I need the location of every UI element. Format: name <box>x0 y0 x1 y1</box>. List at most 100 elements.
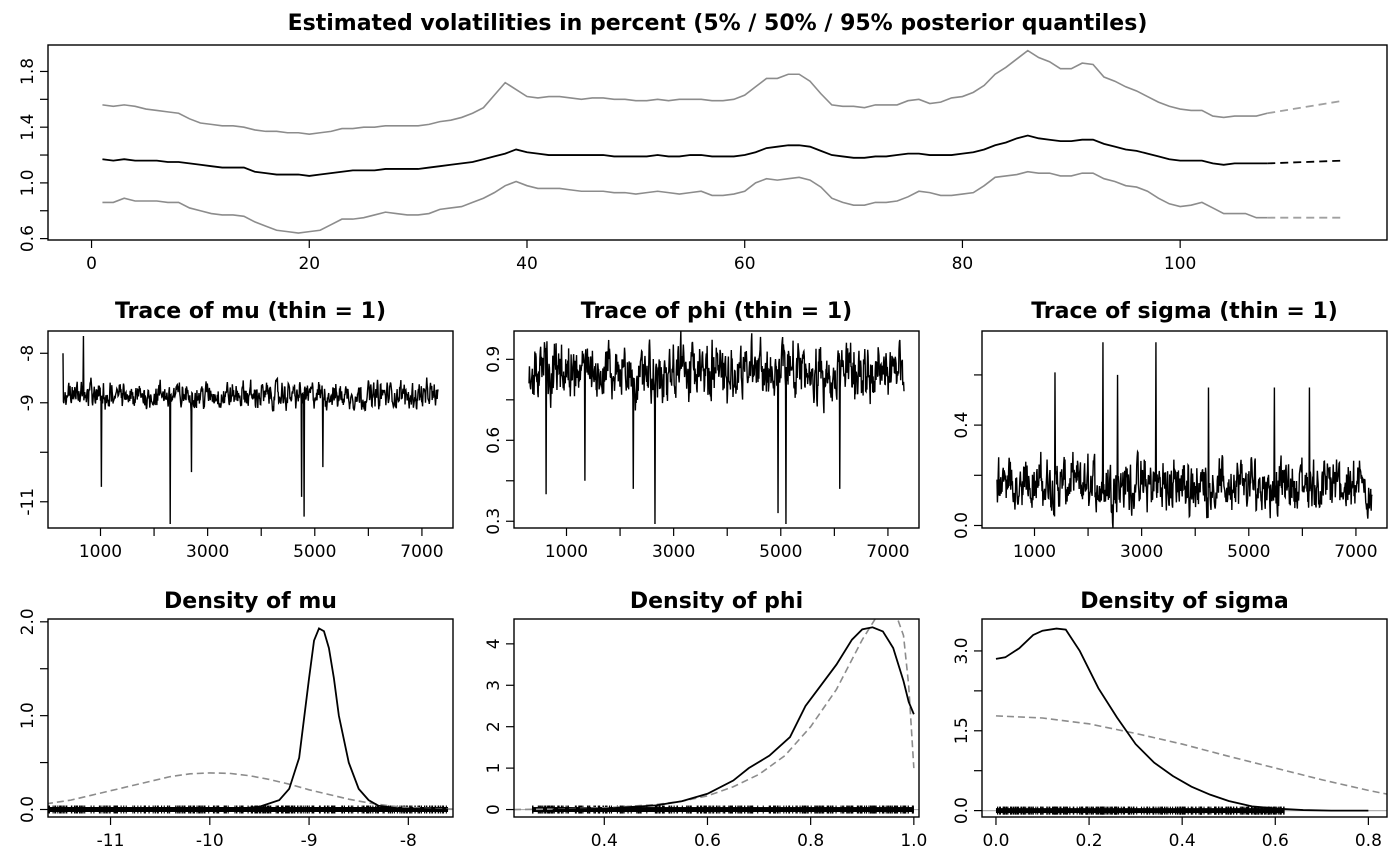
panel-3: Trace of phi (thin = 1) 1000 3000 5000 7000 0… <box>484 299 920 562</box>
panel-4: Trace of sigma (thin = 1) 1000 3000 5000 700… <box>952 299 1388 562</box>
y-tick-label: -9 <box>18 394 38 411</box>
y-tick-label: -8 <box>18 345 38 362</box>
x-tick-label: 60 <box>734 254 756 274</box>
x-tick-label: 1000 <box>545 542 588 562</box>
trace-line <box>528 331 905 524</box>
plot-frame <box>47 618 454 818</box>
x-tick-label: 1.0 <box>900 831 927 851</box>
y-tick-label: 0.4 <box>952 412 972 439</box>
y-tick-label: 1.0 <box>18 702 38 729</box>
x-tick-label: 7000 <box>400 542 443 562</box>
y-tick-label: 0.6 <box>484 427 504 454</box>
panel-title: Trace of phi (thin = 1) <box>581 299 852 324</box>
x-tick-label: -9 <box>301 831 318 851</box>
plot-frame <box>513 618 920 818</box>
x-tick-label: 1000 <box>79 542 122 562</box>
x-tick-label: 0.6 <box>1262 831 1289 851</box>
x-tick-label: 100 <box>1164 254 1196 274</box>
x-tick-label: 5000 <box>1227 542 1270 562</box>
x-tick-label: 40 <box>516 254 538 274</box>
plot-area <box>514 619 919 814</box>
x-tick-label: -8 <box>400 831 417 851</box>
rug-band <box>48 806 449 812</box>
y-tick-label: 1.5 <box>952 717 972 744</box>
panel-title: Trace of mu (thin = 1) <box>115 299 386 324</box>
prior-density-line <box>48 772 453 810</box>
y-tick-label: 2 <box>484 721 504 732</box>
panel-title: Density of mu <box>164 589 337 614</box>
rug-band <box>532 807 914 813</box>
trace-line <box>62 335 439 525</box>
x-tick-label: 0.8 <box>797 831 824 851</box>
x-tick-label: 0 <box>86 254 97 274</box>
y-tick-label: 3.0 <box>952 637 972 664</box>
median-line <box>102 134 1268 177</box>
panel-7: Density of sigma 0.0 0.2 0.4 0.6 0.8 0.0 1.5 3.0 <box>952 589 1388 851</box>
rug-marks <box>532 805 914 814</box>
y-tick-label: 1.0 <box>18 169 38 196</box>
y-tick-label: 1.4 <box>18 114 38 141</box>
plot-frame <box>47 44 1388 241</box>
y-tick-label: 0.0 <box>952 512 972 539</box>
x-tick-label: 1000 <box>1013 542 1056 562</box>
x-tick-label: 3000 <box>652 542 695 562</box>
x-tick-label: 0.6 <box>694 831 721 851</box>
lower-quantile-line <box>102 170 1268 234</box>
x-tick-label: 80 <box>952 254 974 274</box>
panel-title: Estimated volatilities in percent (5% / … <box>288 11 1148 36</box>
plot-frame <box>47 330 454 529</box>
plot-area <box>996 342 1373 528</box>
y-tick-label: 0 <box>484 804 504 815</box>
x-tick-label: 0.8 <box>1355 831 1382 851</box>
posterior-density-line <box>552 626 915 811</box>
plot-area <box>982 627 1387 815</box>
x-tick-label: 0.4 <box>591 831 618 851</box>
x-tick-label: 0.4 <box>1169 831 1196 851</box>
panel-title: Density of phi <box>630 589 803 614</box>
x-tick-label: 20 <box>298 254 320 274</box>
plot-frame <box>513 330 920 529</box>
plot-area <box>528 331 905 524</box>
rug-band <box>995 808 1285 814</box>
y-tick-label: -11 <box>18 488 38 516</box>
prior-density-line <box>995 715 1387 795</box>
y-tick-label: 0.9 <box>484 346 504 373</box>
posterior-density-line <box>995 627 1369 812</box>
panel-title: Density of sigma <box>1080 589 1289 614</box>
x-tick-label: 3000 <box>186 542 229 562</box>
posterior-density-line <box>50 627 449 811</box>
x-tick-label: 3000 <box>1120 542 1163 562</box>
plot-area <box>102 49 1344 234</box>
y-tick-label: 0.0 <box>952 797 972 824</box>
plot-frame <box>981 330 1388 529</box>
plot-frame <box>981 618 1388 818</box>
plot-area <box>48 627 453 814</box>
rug-marks <box>995 806 1285 815</box>
panel-2: Trace of mu (thin = 1) 1000 3000 5000 7000 -1… <box>18 299 454 562</box>
y-tick-label: 1 <box>484 763 504 774</box>
y-tick-label: 4 <box>484 638 504 649</box>
forecast-median-line <box>1267 159 1344 165</box>
x-tick-label: 0.2 <box>1076 831 1103 851</box>
panel-6: Density of phi 0.4 0.6 0.8 1.0 0 1 2 3 4 <box>484 589 927 851</box>
x-tick-label: -11 <box>97 831 125 851</box>
y-tick-label: 0.6 <box>18 225 38 252</box>
x-tick-label: 7000 <box>1334 542 1377 562</box>
panel-1: Estimated volatilities in percent (5% / … <box>18 11 1388 274</box>
x-tick-label: 0.0 <box>982 831 1009 851</box>
x-tick-label: 5000 <box>293 542 336 562</box>
panel-title: Trace of sigma (thin = 1) <box>1031 299 1338 324</box>
y-tick-label: 3 <box>484 680 504 691</box>
plot-area <box>62 335 439 525</box>
upper-quantile-line <box>102 49 1268 135</box>
trace-line <box>996 342 1373 528</box>
y-tick-label: 0.0 <box>18 796 38 823</box>
y-tick-label: 0.3 <box>484 508 504 535</box>
forecast-upper-quantile-line <box>1267 99 1344 115</box>
x-tick-label: -10 <box>196 831 224 851</box>
y-tick-label: 2.0 <box>18 608 38 635</box>
y-tick-label: 1.8 <box>18 58 38 85</box>
x-tick-label: 7000 <box>866 542 909 562</box>
x-tick-label: 5000 <box>759 542 802 562</box>
